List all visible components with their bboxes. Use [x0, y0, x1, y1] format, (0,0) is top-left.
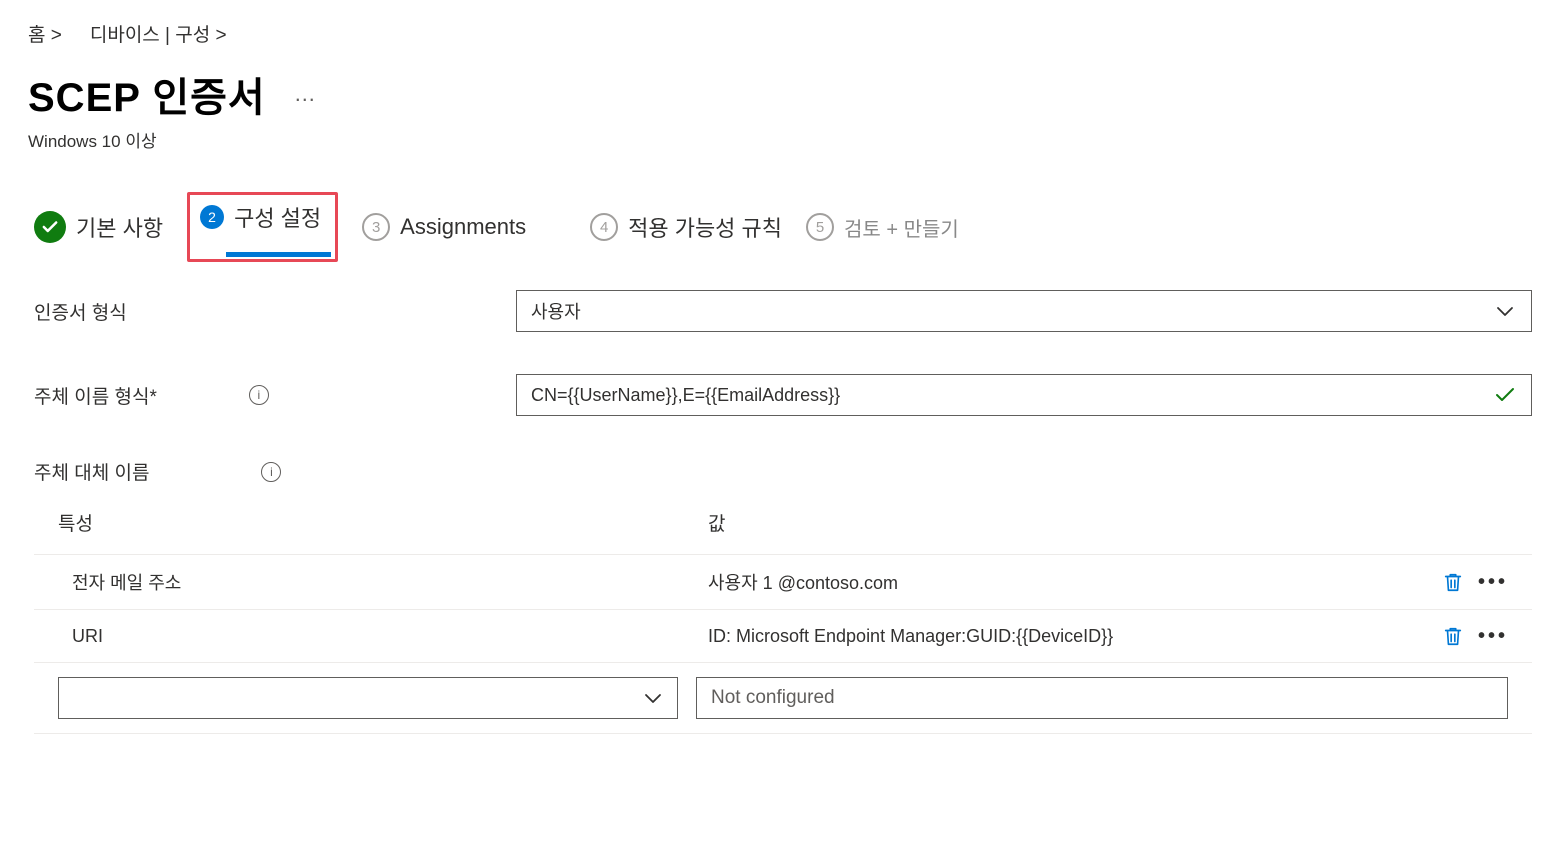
- new-row-attr-select[interactable]: [58, 677, 678, 719]
- input-subject-name[interactable]: CN={{UserName}},E={{EmailAddress}}: [516, 374, 1532, 416]
- san-table: 특성 값 전자 메일 주소 사용자 1 @contoso.com ••• URI…: [34, 509, 1532, 734]
- select-cert-type[interactable]: 사용자: [516, 290, 1532, 332]
- checkmark-icon: [1493, 383, 1517, 407]
- info-icon[interactable]: i: [261, 462, 281, 482]
- step-label: 구성 설정: [234, 201, 321, 233]
- step-applicability[interactable]: 4 적용 가능성 규칙: [590, 211, 782, 243]
- more-icon[interactable]: •••: [1478, 625, 1508, 648]
- step-label: 적용 가능성 규칙: [628, 211, 782, 243]
- row-subject-name: 주체 이름 형식* i CN={{UserName}},E={{EmailAdd…: [34, 374, 1532, 416]
- step-label: 검토 + 만들기: [844, 213, 959, 242]
- cell-attr: URI: [58, 626, 708, 647]
- input-value: CN={{UserName}},E={{EmailAddress}}: [531, 385, 840, 406]
- cell-value: 사용자 1 @contoso.com: [708, 569, 1418, 595]
- placeholder-text: Not configured: [711, 687, 835, 709]
- title-row: SCEP 인증서 …: [28, 65, 1532, 123]
- page-title: SCEP 인증서: [28, 65, 266, 123]
- breadcrumb-home[interactable]: 홈 >: [28, 20, 62, 47]
- step-number-icon: 2: [200, 205, 224, 229]
- chevron-down-icon: [1493, 299, 1517, 323]
- row-cert-type: 인증서 형식 사용자: [34, 290, 1532, 332]
- header-value: 값: [708, 509, 1418, 536]
- step-label: Assignments: [400, 214, 526, 240]
- trash-icon[interactable]: [1442, 570, 1464, 594]
- more-icon[interactable]: …: [294, 81, 319, 107]
- page-subtitle: Windows 10 이상: [28, 127, 1532, 152]
- label-text: 주체 대체 이름: [34, 458, 149, 485]
- new-row-value-input[interactable]: Not configured: [696, 677, 1508, 719]
- label-cert-type: 인증서 형식: [34, 298, 516, 325]
- highlight-box: 2 구성 설정: [187, 192, 338, 262]
- config-form: 인증서 형식 사용자 주체 이름 형식* i CN={{UserName}},E…: [28, 290, 1532, 734]
- cell-value: ID: Microsoft Endpoint Manager:GUID:{{De…: [708, 626, 1418, 647]
- label-text: 주체 이름 형식*: [34, 382, 157, 409]
- select-value: 사용자: [531, 298, 581, 324]
- step-basics[interactable]: 기본 사항: [34, 211, 163, 243]
- check-icon: [34, 211, 66, 243]
- breadcrumb: 홈 > 디바이스 | 구성 >: [28, 20, 1532, 47]
- step-config[interactable]: 2 구성 설정: [200, 201, 321, 243]
- label-text: 인증서 형식: [34, 298, 127, 325]
- cell-attr: 전자 메일 주소: [58, 569, 708, 595]
- chevron-down-icon: [641, 686, 665, 710]
- step-number-icon: 4: [590, 213, 618, 241]
- step-label: 기본 사항: [76, 211, 163, 243]
- table-row: URI ID: Microsoft Endpoint Manager:GUID:…: [34, 609, 1532, 662]
- table-header: 특성 값: [34, 509, 1532, 554]
- step-assignments[interactable]: 3 Assignments: [362, 213, 526, 241]
- header-attr: 특성: [58, 509, 708, 536]
- step-number-icon: 5: [806, 213, 834, 241]
- label-subject-alt: 주체 대체 이름 i: [34, 458, 1532, 485]
- header-actions: [1418, 509, 1508, 536]
- trash-icon[interactable]: [1442, 624, 1464, 648]
- more-icon[interactable]: •••: [1478, 571, 1508, 594]
- step-number-icon: 3: [362, 213, 390, 241]
- info-icon[interactable]: i: [249, 385, 269, 405]
- label-subject-name: 주체 이름 형식* i: [34, 382, 516, 409]
- active-underline: [226, 252, 331, 257]
- new-row: Not configured: [34, 662, 1532, 734]
- breadcrumb-devices[interactable]: 디바이스 | 구성 >: [90, 20, 227, 47]
- step-review[interactable]: 5 검토 + 만들기: [806, 213, 959, 242]
- wizard-stepper: 기본 사항 2 구성 설정 3 Assignments 4 적용 가능성 규칙 …: [28, 192, 1532, 262]
- table-row: 전자 메일 주소 사용자 1 @contoso.com •••: [34, 554, 1532, 609]
